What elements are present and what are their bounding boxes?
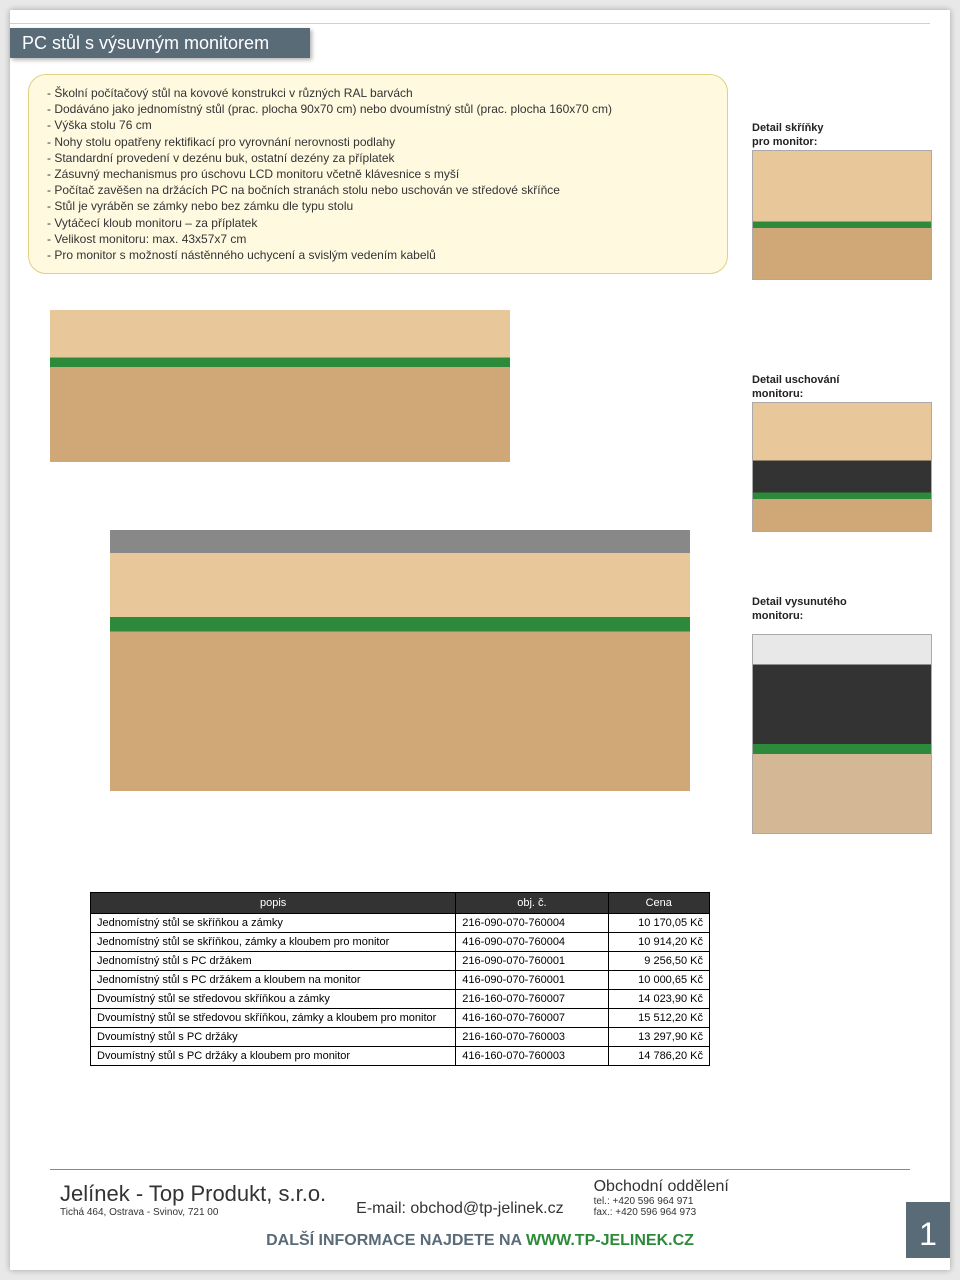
- image-skrinka: [752, 150, 932, 280]
- table-cell: 14 023,90 Kč: [608, 990, 710, 1009]
- table-body: Jednomístný stůl se skříňkou a zámky216-…: [91, 914, 710, 1066]
- table-cell: Dvoumístný stůl s PC držáky a kloubem pr…: [91, 1047, 456, 1066]
- bullet-item: - Pro monitor s možností nástěnného uchy…: [45, 247, 711, 263]
- detail-label-skrinka: Detail skříňkypro monitor:: [752, 122, 824, 150]
- image-vysunuty: [752, 634, 932, 834]
- table-cell: 416-160-070-760007: [456, 1009, 608, 1028]
- table-row: Dvoumístný stůl se středovou skříňkou a …: [91, 990, 710, 1009]
- table-row: Jednomístný stůl se skříňkou, zámky a kl…: [91, 933, 710, 952]
- table-cell: 416-090-070-760001: [456, 971, 608, 990]
- table-row: Dvoumístný stůl s PC držáky a kloubem pr…: [91, 1047, 710, 1066]
- table-cell: 216-160-070-760007: [456, 990, 608, 1009]
- table-cell: 10 914,20 Kč: [608, 933, 710, 952]
- bullet-item: - Stůl je vyráběn se zámky nebo bez zámk…: [45, 198, 711, 214]
- tel-label: tel.: +420 596 964 971: [594, 1196, 729, 1207]
- table-cell: 9 256,50 Kč: [608, 952, 710, 971]
- company-address: Tichá 464, Ostrava - Svinov, 721 00: [60, 1207, 326, 1218]
- tab-decoration: [10, 10, 930, 24]
- table-cell: 216-160-070-760003: [456, 1028, 608, 1047]
- page: PC stůl s výsuvným monitorem - Školní po…: [10, 10, 950, 1270]
- table-row: Jednomístný stůl s PC držákem216-090-070…: [91, 952, 710, 971]
- table-cell: 216-090-070-760001: [456, 952, 608, 971]
- page-title: PC stůl s výsuvným monitorem: [10, 28, 310, 58]
- price-table: popis obj. č. Cena Jednomístný stůl se s…: [90, 892, 710, 1066]
- table-row: Dvoumístný stůl se středovou skříňkou, z…: [91, 1009, 710, 1028]
- table-cell: 416-160-070-760003: [456, 1047, 608, 1066]
- image-desk-single: [50, 310, 510, 500]
- email-label: E-mail: obchod@tp-jelinek.cz: [356, 1200, 563, 1218]
- bullet-item: - Školní počítačový stůl na kovové konst…: [45, 85, 711, 101]
- page-number: 1: [906, 1202, 950, 1258]
- footer: Jelínek - Top Produkt, s.r.o. Tichá 464,…: [10, 1169, 950, 1250]
- table-cell: 216-090-070-760004: [456, 914, 608, 933]
- detail-label-vysunuty: Detail vysunutéhomonitoru:: [752, 596, 847, 624]
- table-cell: Jednomístný stůl se skříňkou, zámky a kl…: [91, 933, 456, 952]
- table-cell: Jednomístný stůl s PC držákem a kloubem …: [91, 971, 456, 990]
- footer-divider: [50, 1169, 910, 1170]
- bullet-item: - Zásuvný mechanismus pro úschovu LCD mo…: [45, 166, 711, 182]
- more-info-prefix: DALŠÍ INFORMACE NAJDETE NA: [266, 1232, 526, 1249]
- more-info: DALŠÍ INFORMACE NAJDETE NA WWW.TP-JELINE…: [10, 1232, 950, 1250]
- description-box: - Školní počítačový stůl na kovové konst…: [28, 74, 728, 274]
- bullet-item: - Vytáčecí kloub monitoru – za příplatek: [45, 215, 711, 231]
- bullet-item: - Výška stolu 76 cm: [45, 117, 711, 133]
- company-name: Jelínek - Top Produkt, s.r.o.: [60, 1181, 326, 1207]
- table-cell: 13 297,90 Kč: [608, 1028, 710, 1047]
- fax-label: fax.: +420 596 964 973: [594, 1207, 729, 1218]
- table-row: Jednomístný stůl se skříňkou a zámky216-…: [91, 914, 710, 933]
- table-header-row: popis obj. č. Cena: [91, 893, 710, 914]
- table-cell: Jednomístný stůl s PC držákem: [91, 952, 456, 971]
- table-cell: 15 512,20 Kč: [608, 1009, 710, 1028]
- dept-label: Obchodní oddělení: [594, 1178, 729, 1196]
- th-cena: Cena: [608, 893, 710, 914]
- bullet-item: - Nohy stolu opatřeny rektifikací pro vy…: [45, 134, 711, 150]
- more-info-url: WWW.TP-JELINEK.CZ: [526, 1232, 694, 1249]
- bullet-item: - Standardní provedení v dezénu buk, ost…: [45, 150, 711, 166]
- table-cell: Dvoumístný stůl se středovou skříňkou a …: [91, 990, 456, 1009]
- table-cell: 10 000,65 Kč: [608, 971, 710, 990]
- bullet-item: - Velikost monitoru: max. 43x57x7 cm: [45, 231, 711, 247]
- detail-label-uschovani: Detail uschovánímonitoru:: [752, 374, 839, 402]
- bullet-item: - Dodáváno jako jednomístný stůl (prac. …: [45, 101, 711, 117]
- image-desk-double: [110, 530, 690, 820]
- table-cell: 14 786,20 Kč: [608, 1047, 710, 1066]
- table-cell: 416-090-070-760004: [456, 933, 608, 952]
- th-popis: popis: [91, 893, 456, 914]
- table-cell: Dvoumístný stůl s PC držáky: [91, 1028, 456, 1047]
- th-objc: obj. č.: [456, 893, 608, 914]
- table-cell: 10 170,05 Kč: [608, 914, 710, 933]
- table-cell: Jednomístný stůl se skříňkou a zámky: [91, 914, 456, 933]
- table-row: Dvoumístný stůl s PC držáky216-160-070-7…: [91, 1028, 710, 1047]
- table-row: Jednomístný stůl s PC držákem a kloubem …: [91, 971, 710, 990]
- image-uschovani: [752, 402, 932, 532]
- bullet-item: - Počítač zavěšen na držácích PC na bočn…: [45, 182, 711, 198]
- table-cell: Dvoumístný stůl se středovou skříňkou, z…: [91, 1009, 456, 1028]
